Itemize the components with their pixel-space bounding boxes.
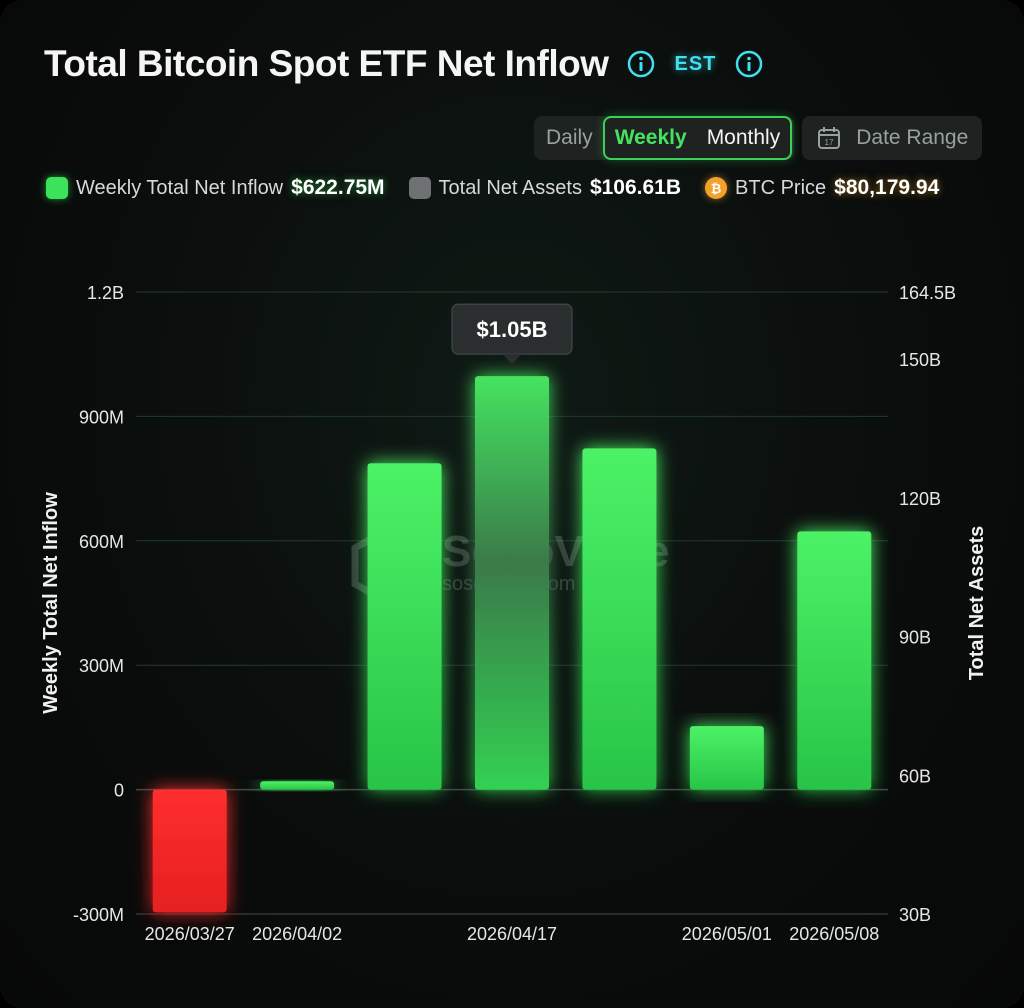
y-tick-label: 300M	[79, 656, 124, 676]
y-tick-label: 0	[114, 781, 124, 801]
legend-inflow-label: Weekly Total Net Inflow	[76, 176, 284, 199]
legend-assets-value: $106.61B	[589, 176, 682, 199]
y-tick-label: 1.2B	[87, 283, 124, 303]
legend-inflow[interactable]: Weekly Total Net Inflow $622.75M	[46, 176, 385, 200]
timezone-label: EST	[674, 52, 717, 75]
x-tick-label: 2026/05/01	[682, 924, 772, 944]
period-weekly-button[interactable]: Weekly	[614, 126, 687, 149]
tooltip-pointer	[503, 354, 521, 366]
bar-2026/04/02[interactable]	[260, 781, 335, 790]
y2-tick-label: 150B	[899, 350, 941, 370]
y2-tick-label: 164.5B	[899, 283, 956, 303]
assets-swatch	[408, 177, 431, 199]
svg-text:17: 17	[825, 138, 834, 147]
x-tick-label: 2026/05/08	[789, 924, 879, 944]
info-icon[interactable]	[626, 49, 656, 79]
bar-2026/03/27[interactable]	[152, 789, 227, 913]
legend-btc-value: $80,179.94	[834, 176, 940, 199]
page-title: Total Bitcoin Spot ETF Net Inflow	[44, 43, 609, 84]
title-row: Total Bitcoin Spot ETF Net Inflow EST	[44, 38, 764, 90]
inflow-swatch	[46, 177, 68, 199]
bar-2026/04/24[interactable]	[582, 448, 657, 790]
x-tick-label: 2026/03/27	[145, 924, 235, 944]
period-monthly-button[interactable]: Monthly	[706, 126, 781, 149]
bar-2026/05/01[interactable]	[689, 726, 764, 790]
bitcoin-icon: ₿	[705, 177, 728, 199]
period-toggle: Daily Weekly Monthly	[534, 116, 795, 160]
date-range-label: Date Range	[856, 126, 969, 149]
bar-2026/05/08[interactable]	[797, 531, 872, 790]
legend-btc[interactable]: ₿ BTC Price $80,179.94	[705, 176, 939, 200]
calendar-icon: 17	[818, 127, 841, 149]
y2-tick-label: 120B	[899, 489, 941, 509]
legend-assets-label: Total Net Assets	[438, 176, 582, 199]
legend-inflow-value: $622.75M	[291, 176, 385, 199]
value-tooltip: $1.05B	[451, 303, 573, 366]
x-tick-label: 2026/04/17	[467, 924, 557, 944]
legend: Weekly Total Net Inflow $622.75M Total N…	[46, 176, 963, 200]
y-tick-label: 600M	[79, 532, 124, 552]
legend-assets[interactable]: Total Net Assets $106.61B	[408, 176, 682, 200]
timezone-info-icon[interactable]	[734, 49, 764, 79]
y-tick-label: -300M	[73, 905, 124, 925]
y-axis-label: Weekly Total Net Inflow	[40, 492, 62, 714]
bar-2026/04/10[interactable]	[367, 463, 442, 790]
bar-2026/04/17[interactable]	[475, 376, 549, 790]
y2-axis-label: Total Net Assets	[966, 526, 988, 680]
legend-btc-label: BTC Price	[735, 176, 827, 199]
y-tick-label: 900M	[79, 407, 124, 427]
period-controls: Daily Weekly Monthly 17 Date Range	[534, 116, 983, 160]
period-daily-button[interactable]: Daily	[546, 126, 593, 149]
tooltip-value: $1.05B	[477, 317, 548, 342]
x-tick-label: 2026/04/02	[252, 924, 342, 944]
y2-tick-label: 30B	[899, 905, 931, 925]
period-active-group: Weekly Monthly	[602, 116, 793, 160]
date-range-button[interactable]: 17 Date Range	[802, 116, 983, 160]
y2-tick-label: 90B	[899, 628, 931, 648]
y2-tick-label: 60B	[899, 766, 931, 786]
